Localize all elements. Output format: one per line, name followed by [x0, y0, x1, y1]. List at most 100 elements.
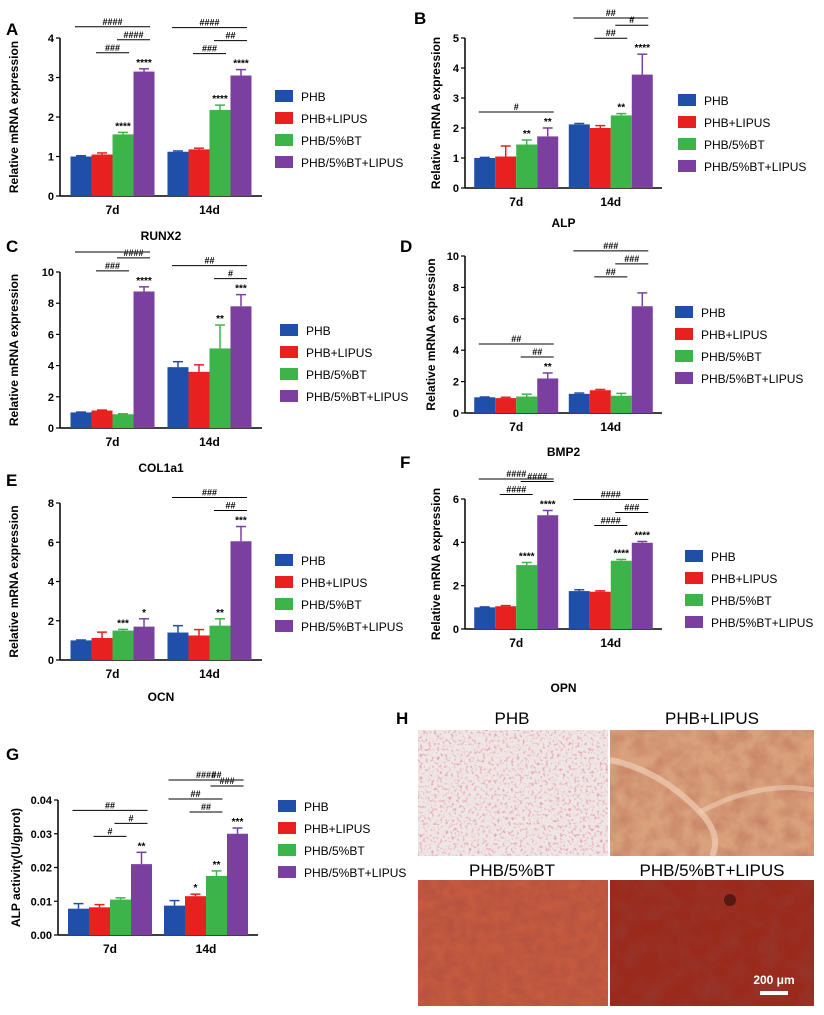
y-tick-label: 0.02: [31, 863, 52, 875]
y-tick-label: 2: [453, 377, 459, 389]
significance-hash: ##: [225, 31, 235, 41]
x-tick-label: 14d: [600, 636, 621, 650]
bar-phb-bt-lipus: [133, 291, 155, 428]
legend-swatch-phb-bt-lipus: [685, 616, 703, 628]
significance-stars: **: [216, 314, 224, 325]
bar-phb: [68, 908, 89, 935]
legend-swatch-phb-bt: [685, 594, 703, 606]
legend-swatch-phb-bt: [275, 598, 293, 610]
y-axis-label: Relative mRNA expression: [7, 41, 21, 193]
bar-phb-bt: [209, 109, 231, 196]
legend-swatch-phb-bt: [675, 350, 693, 362]
legend-swatch-phb-bt-lipus: [275, 620, 293, 632]
panel-letter-g: G: [6, 745, 19, 764]
bar-phb-bt: [610, 395, 632, 413]
legend-swatch-phb: [278, 800, 296, 812]
legend-swatch-phb: [685, 550, 703, 562]
y-tick-label: 4: [453, 537, 460, 549]
y-tick-label: 0: [453, 624, 459, 636]
legend-label-phb-lipus: PHB+LIPUS: [306, 346, 372, 360]
x-tick-label: 7d: [509, 420, 523, 434]
chart-runx2: 0 1 2 3 4 Relative mRNA expression 7d 14d RUNX2 *…: [7, 17, 403, 243]
legend-swatch-phb: [678, 94, 696, 106]
significance-stars: ***: [235, 284, 247, 295]
chart-title: OCN: [148, 690, 175, 704]
bar-phb-lipus: [589, 128, 611, 188]
significance-hash: ###: [624, 502, 639, 512]
panel-letter-h: H: [396, 709, 408, 728]
bar-phb: [167, 632, 189, 660]
legend-swatch-phb-bt-lipus: [280, 390, 298, 402]
y-tick-label: 0: [453, 183, 459, 195]
bar-phb: [474, 397, 496, 413]
image-title-phb-bt: PHB/5%BT: [469, 861, 555, 880]
x-tick-label: 14d: [600, 420, 621, 434]
bar-phb: [568, 124, 590, 188]
bar-phb-bt-lipus: [230, 75, 252, 196]
legend-swatch-phb-lipus: [275, 112, 293, 124]
bar-phb-bt: [209, 625, 231, 660]
legend-swatch-phb-bt-lipus: [678, 160, 696, 172]
bar-phb-bt-lipus: [131, 864, 152, 935]
bar-phb-lipus: [185, 896, 206, 935]
y-tick-label: 0.04: [31, 795, 53, 807]
scale-bar-label: 200 μm: [753, 973, 794, 987]
y-tick-label: 6: [48, 537, 54, 549]
bar-phb-bt-lipus: [133, 626, 155, 660]
significance-stars: ****: [212, 94, 228, 105]
y-axis-label: Relative mRNA expression: [7, 505, 21, 657]
significance-hash: ###: [603, 241, 618, 251]
legend-label-phb: PHB: [304, 800, 329, 814]
legend-swatch-phb-lipus: [685, 572, 703, 584]
legend-swatch-phb: [275, 90, 293, 102]
bar-phb-bt: [112, 414, 134, 428]
significance-hash: ##: [606, 267, 616, 277]
legend-label-phb-lipus: PHB+LIPUS: [711, 572, 777, 586]
bar-phb-lipus: [188, 371, 210, 428]
y-tick-label: 1: [453, 153, 459, 165]
image-title-phb-lipus: PHB+LIPUS: [665, 709, 759, 728]
y-tick-label: 0: [453, 408, 459, 420]
legend-label-phb-lipus: PHB+LIPUS: [301, 112, 367, 126]
x-tick-label: 14d: [196, 942, 217, 956]
legend-swatch-phb-bt: [275, 134, 293, 146]
bar-phb: [167, 367, 189, 428]
chart-title: OPN: [550, 681, 576, 695]
bar-phb-lipus: [495, 156, 517, 188]
legend-label-phb-bt: PHB/5%BT: [301, 134, 362, 148]
bar-phb-bt-lipus: [230, 541, 252, 660]
bar-phb-lipus: [495, 398, 517, 413]
panel-letter-c: C: [6, 237, 18, 256]
bar-phb-bt-lipus: [537, 378, 559, 413]
significance-hash: ####: [103, 17, 123, 27]
significance-hash: ####: [506, 484, 526, 494]
legend-label-phb-bt-lipus: PHB/5%BT+LIPUS: [701, 372, 803, 386]
significance-stars: **: [617, 103, 625, 114]
panel-letter-f: F: [400, 453, 410, 472]
significance-hash: ####: [196, 770, 216, 780]
significance-stars: **: [544, 117, 552, 128]
y-tick-label: 3: [48, 73, 54, 85]
legend-swatch-phb-bt-lipus: [675, 372, 693, 384]
y-tick-label: 2: [48, 112, 54, 124]
significance-stars: ***: [232, 817, 244, 828]
bar-phb-bt: [110, 899, 131, 935]
y-tick-label: 0: [48, 191, 54, 203]
significance-stars: ****: [634, 43, 650, 54]
legend-label-phb-bt: PHB/5%BT: [704, 138, 765, 152]
bar-phb-bt: [610, 560, 632, 629]
legend-label-phb-bt: PHB/5%BT: [701, 350, 762, 364]
significance-hash: ##: [105, 800, 115, 810]
legend-swatch-phb: [275, 554, 293, 566]
legend-swatch-phb-lipus: [278, 822, 296, 834]
legend-swatch-phb: [280, 324, 298, 336]
y-tick-label: 10: [42, 267, 54, 279]
y-tick-label: 4: [48, 577, 55, 589]
significance-stars: ****: [136, 58, 152, 69]
bar-phb-lipus: [188, 635, 210, 660]
chart-alp: 0 1 2 3 4 5 Relative mRNA expression 7d 14d ALP **…: [429, 8, 806, 230]
bar-phb-bt: [610, 115, 632, 188]
significance-hash: ##: [211, 770, 221, 780]
